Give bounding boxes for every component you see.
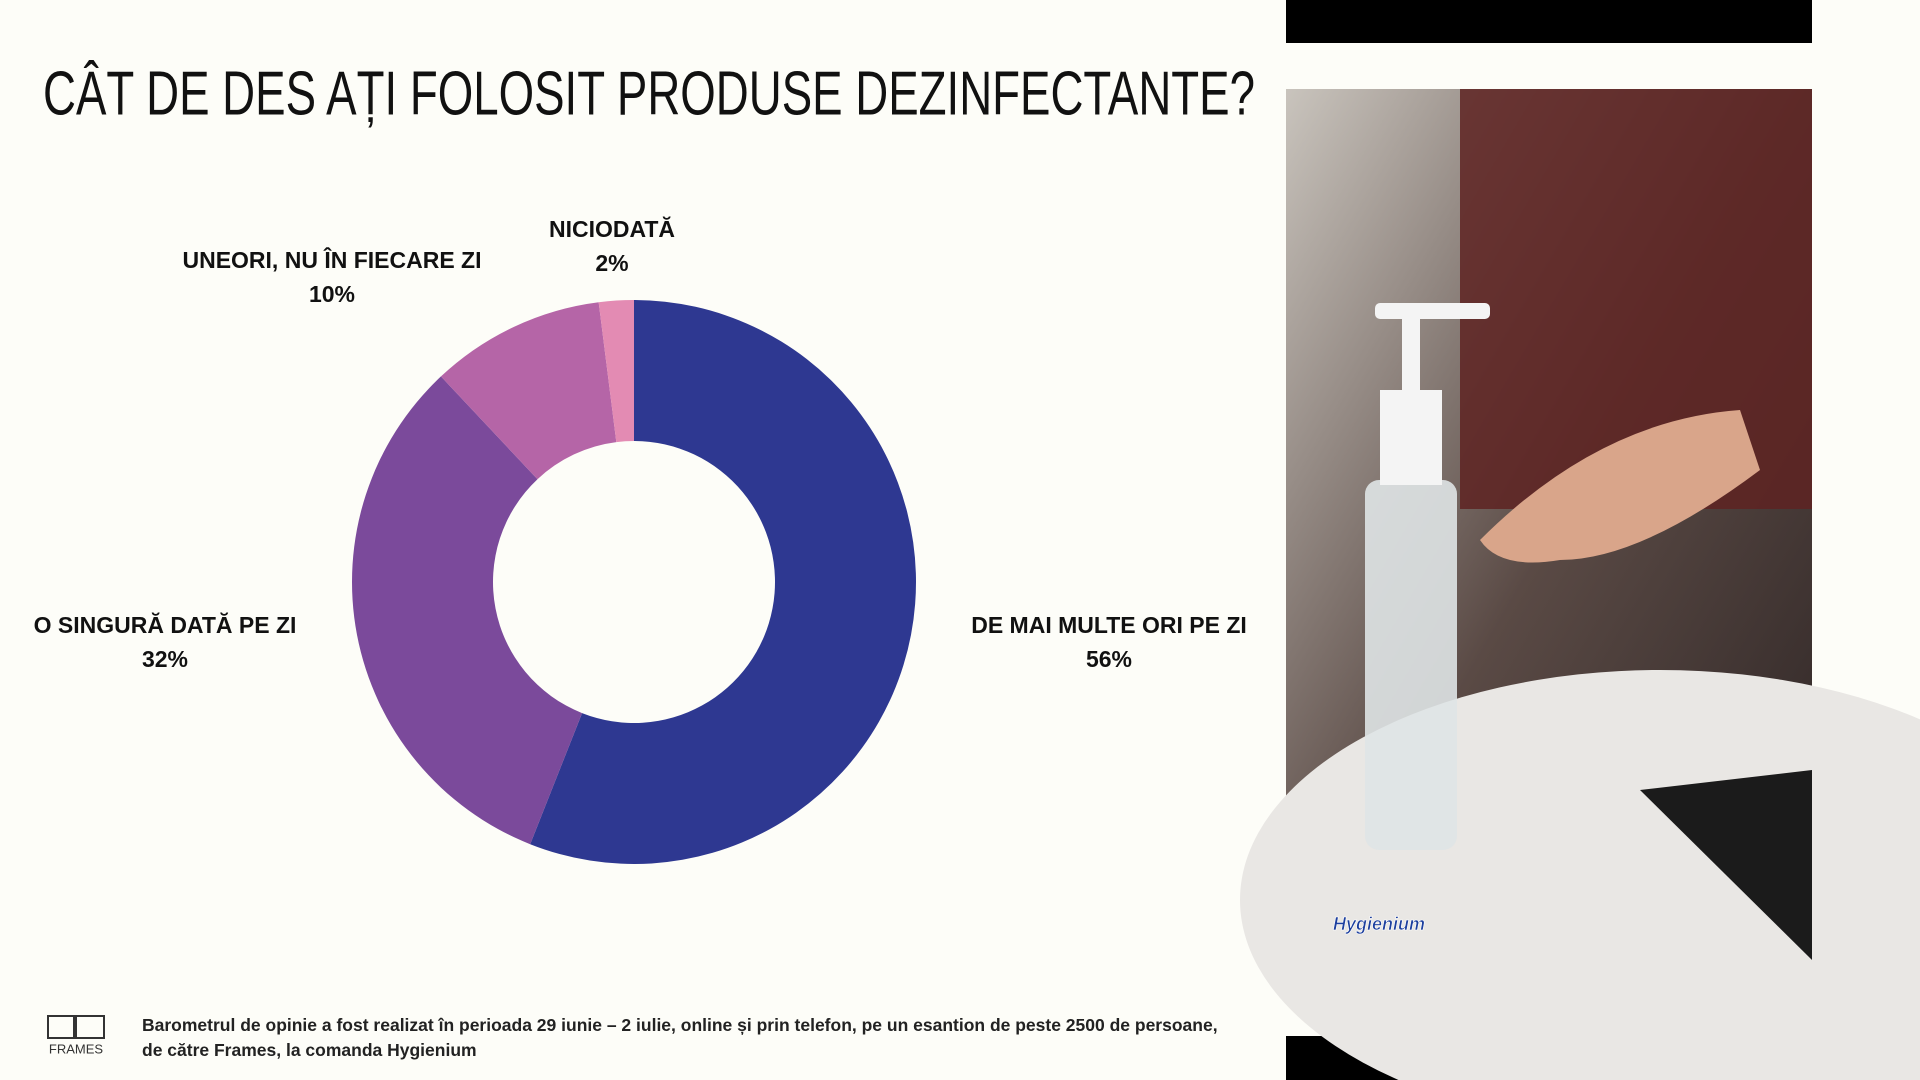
value-label: 56% — [1086, 646, 1132, 672]
pie-slice — [352, 376, 583, 845]
pump-head — [1375, 303, 1490, 319]
black-bar — [1286, 0, 1812, 43]
value-label: 2% — [595, 250, 628, 276]
logo: FRAMES — [47, 1015, 105, 1056]
slice-label: UNEORI, NU ÎN FIECARE ZI — [182, 246, 481, 273]
photo-logo: Hygienium — [1333, 914, 1425, 934]
photo: Hygienium — [1240, 0, 1920, 1080]
pump — [1380, 390, 1442, 485]
value-label: 32% — [142, 646, 188, 672]
logo-text: FRAMES — [49, 1041, 104, 1056]
bottle — [1365, 480, 1457, 850]
hand — [1480, 410, 1760, 563]
footnote: Barometrul de opinie a fost realizat în … — [142, 1015, 1218, 1060]
slice-label: O SINGURĂ DATĂ PE ZI — [34, 611, 297, 638]
chart-title: CÂT DE DES AȚI FOLOSIT PRODUSE DEZINFECT… — [43, 59, 1255, 128]
laptop — [1640, 770, 1812, 960]
value-label: 10% — [309, 281, 355, 307]
pump-stem — [1402, 310, 1420, 390]
pie-slice — [530, 300, 916, 864]
logo-icon — [47, 1015, 77, 1039]
slice-label: NICIODATĂ — [549, 215, 675, 242]
logo-icon — [73, 1015, 105, 1039]
pie-slice — [598, 300, 634, 443]
pie-slice — [440, 302, 617, 480]
slice-label: DE MAI MULTE ORI PE ZI — [971, 612, 1247, 638]
